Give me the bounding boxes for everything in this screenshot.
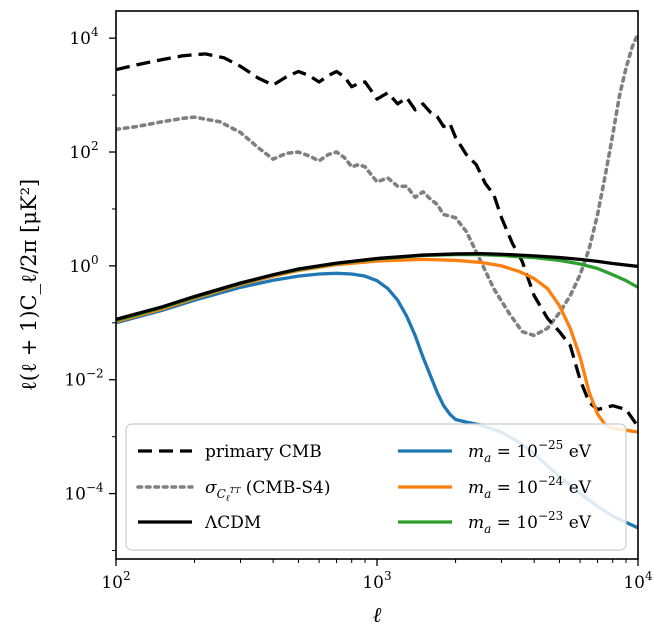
x-axis-label: ℓ: [373, 603, 382, 627]
legend-label: primary CMB: [205, 442, 322, 462]
y-axis-label: ℓ(ℓ + 1)C_ℓ/2π [μK²]: [17, 179, 41, 392]
series-line-1: [116, 31, 638, 338]
series-line-5: [116, 252, 638, 323]
y-tick-label: 10−2: [64, 367, 103, 391]
y-tick-label: 102: [69, 139, 98, 163]
legend: primary CMB σCℓTT (CMB-S4) ΛCDM ma = 10−25 …: [125, 423, 627, 551]
x-tick-label: 102: [101, 569, 130, 593]
ticks-layer: 102 103 104 10−4 10−2 100 102 104: [64, 25, 653, 593]
x-tick-label: 103: [362, 569, 391, 593]
legend-label: σCℓTT (CMB-S4): [205, 478, 330, 504]
legend-box: [125, 423, 627, 551]
series-line-2: [116, 252, 638, 321]
series-line-0: [116, 52, 638, 428]
legend-label: ma = 10−24 eV: [468, 474, 592, 501]
legend-label: ma = 10−23 eV: [468, 509, 592, 536]
legend-label: ΛCDM: [204, 513, 261, 533]
y-tick-label: 100: [69, 253, 98, 277]
y-tick-label: 104: [69, 25, 99, 49]
series-line-4: [116, 257, 638, 434]
y-tick-label: 10−4: [64, 481, 104, 505]
legend-label: ma = 10−25 eV: [468, 438, 592, 465]
x-tick-label: 104: [623, 569, 653, 593]
